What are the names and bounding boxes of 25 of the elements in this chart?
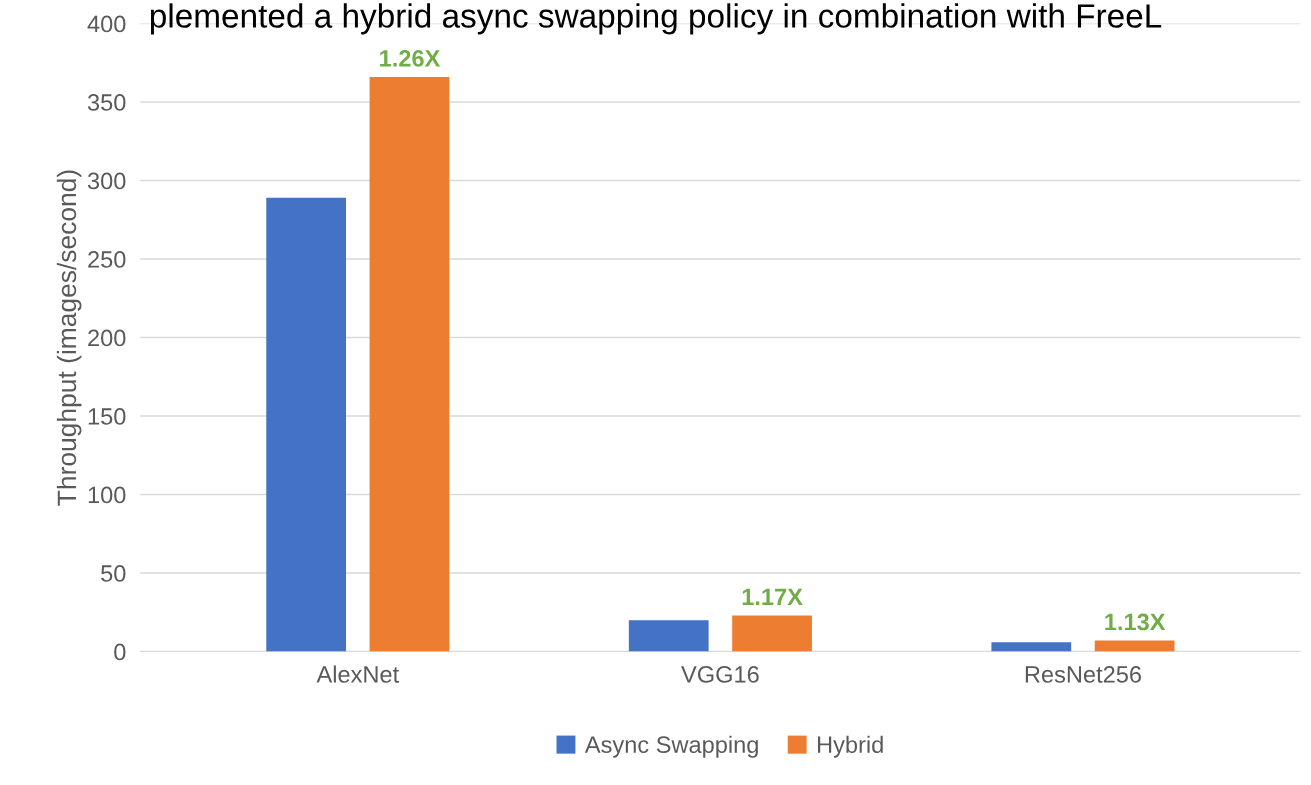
annotation: 1.13X xyxy=(1105,613,1166,631)
y-tick-label: 100 xyxy=(88,486,126,504)
y-tick-label: 50 xyxy=(101,565,126,582)
bar xyxy=(1094,640,1175,652)
bar xyxy=(628,620,709,652)
x-tick-label: VGG16 xyxy=(681,666,759,683)
y-tick-label: 150 xyxy=(88,408,126,425)
legend-label: Hybrid xyxy=(818,735,883,758)
x-tick-label: AlexNet xyxy=(316,665,399,683)
x-tick-label: ResNet256 xyxy=(1025,666,1141,683)
legend-label: Async Swapping xyxy=(584,735,758,758)
bar xyxy=(732,615,812,652)
annotation: 1.17X xyxy=(742,588,803,605)
y-tick-label: 350 xyxy=(87,94,126,111)
y-tick-label: 0 xyxy=(114,643,126,661)
y-tick-label: 400 xyxy=(87,15,126,33)
bar xyxy=(991,642,1072,652)
y-axis-title: Throughput (images/second) xyxy=(56,170,82,506)
chart-title: plemented a hybrid async swapping policy in combination with FreeL xyxy=(150,3,1162,35)
annotation: 1.26X xyxy=(380,49,441,67)
y-tick-label: 200 xyxy=(88,329,126,347)
bar xyxy=(369,76,450,652)
y-tick-label: 250 xyxy=(88,251,126,268)
bar xyxy=(266,197,347,652)
y-tick-label: 300 xyxy=(87,172,126,190)
